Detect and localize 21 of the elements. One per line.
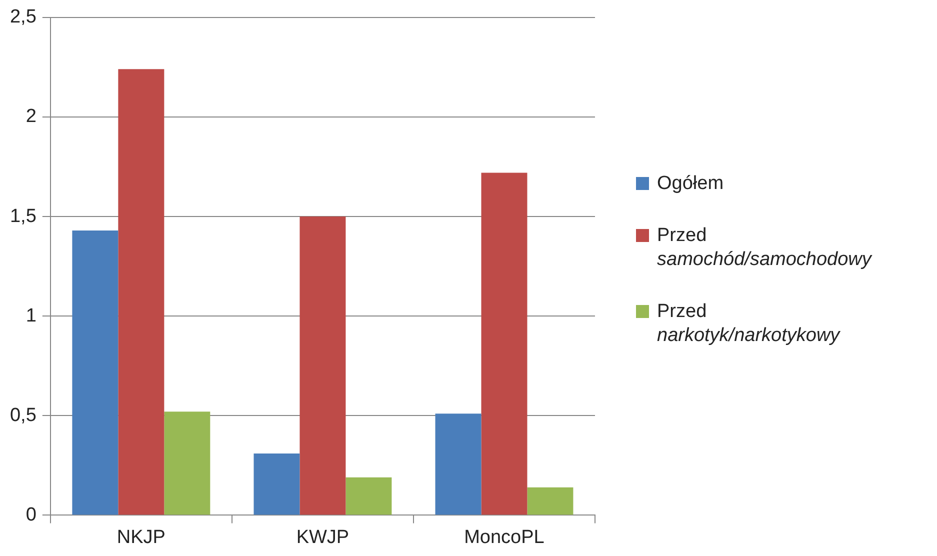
y-tick-label: 0	[26, 504, 36, 526]
y-tick-label: 2,5	[10, 6, 36, 28]
bar	[481, 172, 528, 515]
bar	[254, 453, 300, 515]
y-tick-label: 1,5	[10, 206, 36, 227]
y-tick-label: 1	[26, 305, 36, 326]
legend-label: Ogółem	[657, 172, 725, 196]
bar	[527, 487, 574, 515]
y-tick-label: 2	[26, 106, 36, 128]
x-tick-label: NKJP	[116, 526, 166, 548]
bar	[346, 477, 392, 515]
bar	[435, 414, 482, 515]
x-tick-label: MoncoPL	[464, 526, 544, 548]
y-tick-label: 0,5	[10, 404, 36, 426]
legend-label: Przed narkotyk/narkotykowy	[657, 300, 842, 348]
legend-label: Przed samochód/samochodowy	[657, 224, 874, 272]
bar	[118, 69, 164, 515]
bar	[164, 412, 210, 515]
x-tick-label: KWJP	[296, 526, 350, 548]
bar	[72, 230, 118, 515]
bar	[300, 216, 346, 515]
